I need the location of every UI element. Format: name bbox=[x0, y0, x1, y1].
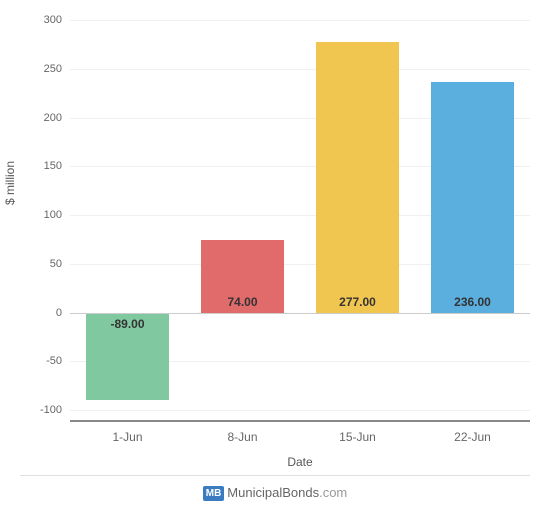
chart-plot-area: -89.0074.00277.00236.00 Date 1-Jun8-Jun1… bbox=[70, 20, 530, 420]
y-tick-label: 100 bbox=[12, 209, 62, 221]
bar-value-label: 74.00 bbox=[201, 295, 284, 309]
x-tick-label: 1-Jun bbox=[112, 430, 142, 444]
y-tick-label: 0 bbox=[12, 307, 62, 319]
footer-badge-icon: MB bbox=[203, 486, 225, 501]
footer-brand-main: MunicipalBonds bbox=[227, 485, 319, 500]
y-tick-label: -50 bbox=[12, 355, 62, 367]
y-tick-label: -100 bbox=[12, 404, 62, 416]
x-tick-label: 8-Jun bbox=[227, 430, 257, 444]
x-tick-label: 15-Jun bbox=[339, 430, 376, 444]
gridline bbox=[70, 20, 530, 21]
bar bbox=[316, 42, 399, 312]
y-tick-label: 300 bbox=[12, 14, 62, 26]
y-tick-label: 200 bbox=[12, 112, 62, 124]
footer-divider bbox=[20, 475, 530, 476]
y-tick-labels: -100-50050100150200250300 bbox=[0, 20, 70, 420]
x-axis-baseline bbox=[70, 420, 530, 422]
y-tick-label: 250 bbox=[12, 63, 62, 75]
gridline bbox=[70, 410, 530, 411]
chart-container: $ million -100-50050100150200250300 -89.… bbox=[0, 0, 550, 514]
y-tick-label: 150 bbox=[12, 160, 62, 172]
bar-value-label: -89.00 bbox=[86, 317, 169, 331]
footer-branding: MBMunicipalBonds.com bbox=[0, 485, 550, 501]
y-tick-label: 50 bbox=[12, 258, 62, 270]
bar bbox=[431, 82, 514, 312]
zero-line bbox=[70, 313, 530, 314]
plot-region: -89.00 74.00 277.00 236.00 bbox=[70, 20, 530, 420]
bar-value-label: 277.00 bbox=[316, 295, 399, 309]
x-tick-label: 22-Jun bbox=[454, 430, 491, 444]
gridline bbox=[70, 69, 530, 70]
footer-brand-ext: .com bbox=[319, 485, 347, 500]
x-axis-label: Date bbox=[287, 455, 312, 469]
bar-value-label: 236.00 bbox=[431, 295, 514, 309]
